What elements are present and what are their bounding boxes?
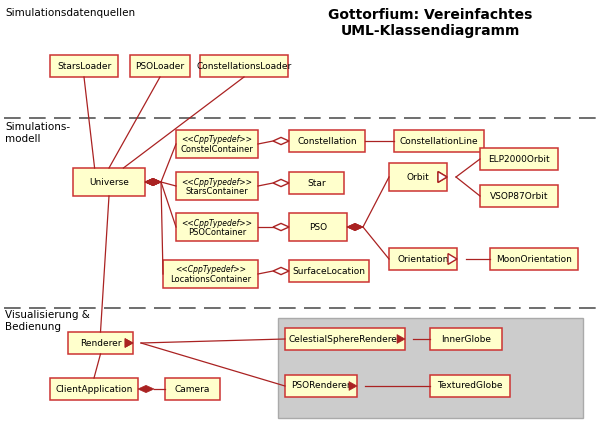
Text: SurfaceLocation: SurfaceLocation: [293, 266, 365, 275]
Bar: [50, 55, 118, 77]
Text: LocationsContainer: LocationsContainer: [170, 275, 251, 283]
Bar: [73, 168, 145, 196]
Text: PSO: PSO: [309, 223, 327, 232]
Text: PSOContainer: PSOContainer: [188, 227, 246, 236]
Polygon shape: [273, 224, 289, 231]
Bar: [68, 332, 133, 354]
Bar: [430, 328, 502, 350]
Bar: [289, 172, 344, 194]
Text: MoonOrientation: MoonOrientation: [496, 255, 572, 264]
Bar: [394, 130, 484, 152]
Text: Gottorfium: Vereinfachtes
UML-Klassendiagramm: Gottorfium: Vereinfachtes UML-Klassendia…: [328, 8, 532, 38]
Polygon shape: [145, 178, 161, 186]
Bar: [176, 213, 258, 241]
Text: Renderer: Renderer: [80, 338, 121, 348]
Bar: [176, 130, 258, 158]
Text: PSORenderer: PSORenderer: [291, 382, 351, 391]
Bar: [130, 55, 190, 77]
Polygon shape: [397, 334, 405, 343]
Text: Simulations-
modell: Simulations- modell: [5, 122, 70, 144]
Text: ConstellationLine: ConstellationLine: [400, 136, 478, 145]
Polygon shape: [273, 137, 289, 144]
Bar: [50, 378, 138, 400]
Bar: [289, 260, 369, 282]
Polygon shape: [347, 224, 363, 231]
Text: CelestialSphereRenderer: CelestialSphereRenderer: [289, 334, 401, 343]
Text: Camera: Camera: [175, 385, 210, 394]
Text: ConstellationsLoader: ConstellationsLoader: [196, 62, 292, 71]
Polygon shape: [273, 179, 289, 187]
Bar: [165, 378, 220, 400]
Text: ELP2000Orbit: ELP2000Orbit: [488, 155, 550, 164]
Polygon shape: [438, 172, 447, 182]
Bar: [278, 318, 583, 418]
Text: Simulationsdatenquellen: Simulationsdatenquellen: [5, 8, 135, 18]
Polygon shape: [125, 339, 133, 347]
Text: StarsLoader: StarsLoader: [57, 62, 111, 71]
Text: Visualisierung &
Bedienung: Visualisierung & Bedienung: [5, 310, 90, 332]
Text: Star: Star: [307, 178, 326, 187]
Text: <<CppTypedef>>: <<CppTypedef>>: [182, 218, 253, 227]
Text: ClientApplication: ClientApplication: [55, 385, 133, 394]
Polygon shape: [138, 385, 154, 393]
Text: Orientation: Orientation: [397, 255, 449, 264]
Text: VSOP87Orbit: VSOP87Orbit: [490, 192, 548, 201]
Text: Constellation: Constellation: [297, 136, 357, 145]
Polygon shape: [273, 267, 289, 275]
Bar: [480, 148, 558, 170]
Text: Orbit: Orbit: [407, 173, 430, 181]
Bar: [289, 130, 365, 152]
Bar: [163, 260, 258, 288]
Bar: [285, 328, 405, 350]
Bar: [490, 248, 578, 270]
Polygon shape: [145, 178, 161, 186]
Polygon shape: [125, 339, 133, 347]
Text: <<CppTypedef>>: <<CppTypedef>>: [175, 266, 246, 275]
Text: StarsContainer: StarsContainer: [185, 187, 248, 196]
Bar: [176, 172, 258, 200]
Polygon shape: [349, 382, 357, 391]
Bar: [480, 185, 558, 207]
Text: ConstelContainer: ConstelContainer: [181, 144, 253, 153]
Text: InnerGlobe: InnerGlobe: [441, 334, 491, 343]
Polygon shape: [347, 224, 363, 231]
Polygon shape: [145, 178, 161, 186]
Text: <<CppTypedef>>: <<CppTypedef>>: [182, 136, 253, 144]
Text: Universe: Universe: [89, 178, 129, 187]
Polygon shape: [438, 172, 447, 182]
Bar: [200, 55, 288, 77]
Text: <<CppTypedef>>: <<CppTypedef>>: [182, 178, 253, 187]
Bar: [285, 375, 357, 397]
Bar: [430, 375, 510, 397]
Polygon shape: [448, 254, 457, 264]
Text: TexturedGlobe: TexturedGlobe: [437, 382, 503, 391]
Polygon shape: [145, 178, 161, 186]
Bar: [289, 213, 347, 241]
Bar: [389, 248, 457, 270]
Text: PSOLoader: PSOLoader: [136, 62, 185, 71]
Bar: [389, 163, 447, 191]
